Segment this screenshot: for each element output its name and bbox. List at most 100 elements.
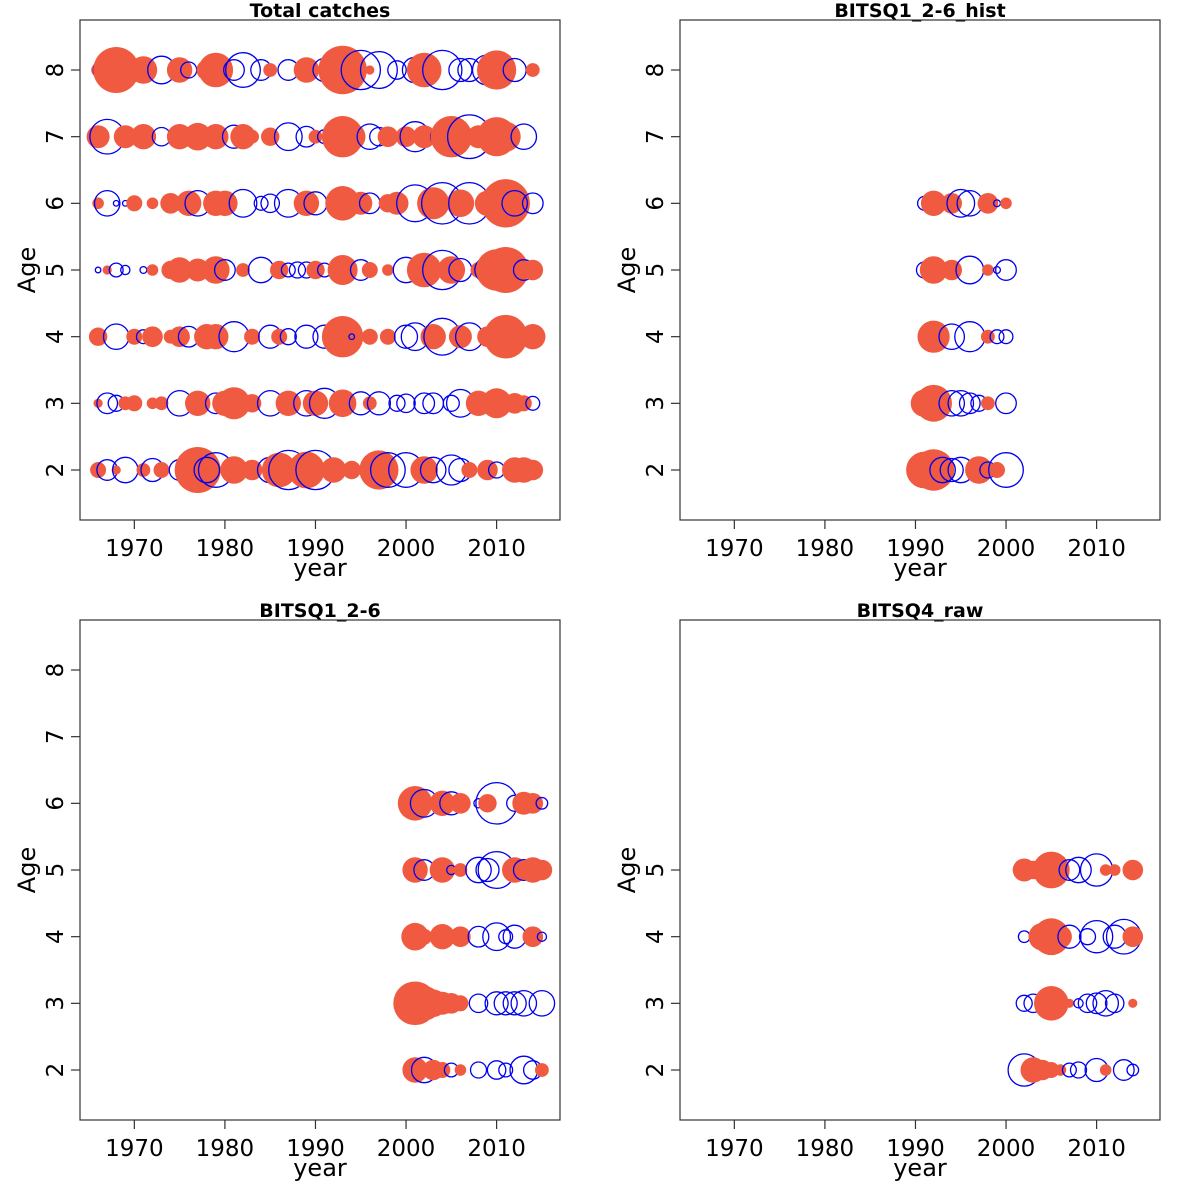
bubble-negative [112,199,120,207]
bubble-positive [429,857,455,883]
bubble-positive [941,193,962,214]
bubble-negative [938,323,966,351]
bubble-negative [498,1062,514,1078]
bubble-negative [989,329,1005,345]
x-tick-label: 2000 [977,1136,1036,1162]
bubble-negative [280,262,296,278]
y-tick-label: 8 [43,63,69,78]
y-tick-label: 2 [643,463,669,478]
bubble-negative [1017,930,1031,944]
y-tick-label: 3 [43,396,69,411]
panel-total-catches: Total catches 1970 1980 1990 2000 2010 2 3 4 5 6 7 8… [13,0,561,582]
bubble-negative [486,1060,507,1080]
bubble-positive [1099,864,1112,876]
bubble-positive [203,124,229,150]
bubble-negative [465,856,492,884]
bubble-positive [88,327,108,346]
y-tick-label: 6 [43,796,69,811]
x-tick-label: 1980 [196,536,255,562]
bubble-negative [468,993,489,1014]
bubble-negative [419,456,447,484]
y-tick-label: 2 [643,1063,669,1078]
bubble-series [86,45,546,493]
bubble-negative [413,392,436,415]
bubble-positive [241,459,263,481]
bubble-negative [995,259,1017,281]
bubble-positive [176,190,202,216]
bubble-negative [1015,994,1033,1012]
bubble-positive [217,387,251,420]
bubble-positive [406,52,442,88]
bubble-positive [325,186,360,221]
bubble-positive [153,462,170,478]
bubble-negative [998,329,1014,345]
y-tick-label: 7 [43,729,69,744]
bubble-positive [203,324,229,350]
bubble-positive [288,451,325,489]
bubble-positive [111,465,121,475]
y-tick-label: 8 [43,663,69,678]
bubble-positive [183,122,212,151]
bubble-negative [96,392,119,415]
bubble-positive [220,456,248,484]
bubble-positive [965,456,993,484]
bubble-positive [520,324,546,350]
x-tick-label: 1990 [286,1136,345,1162]
bubble-positive [522,793,544,814]
bubble-positive [429,790,455,816]
y-tick-label: 2 [43,463,69,478]
x-tick-label: 1980 [796,536,855,562]
bubble-negative [1126,1063,1140,1077]
bubble-negative [369,452,406,488]
bubble-positive [126,395,143,412]
bubble-positive [230,124,256,150]
bubble-positive [522,259,544,281]
bubble-positive [450,926,471,947]
bubble-positive [1064,998,1074,1008]
y-tick-label: 3 [43,996,69,1011]
x-axis-title: year [293,1154,347,1182]
x-tick-label: 1980 [196,1136,255,1162]
bubble-positive [531,859,553,881]
bubble-negative [139,265,148,275]
bubble-negative [502,991,527,1016]
x-tick-label: 2010 [1067,536,1126,562]
bubble-positive [454,1064,467,1076]
bubble-positive [318,45,367,95]
y-tick-label: 7 [43,129,69,144]
bubble-positive [912,449,955,491]
bubble-positive [377,126,399,147]
y-axis-title: Age [613,847,641,893]
bubble-negative [995,392,1017,415]
y-tick-label: 6 [643,196,669,211]
panel-title: BITSQ1_2-6 [259,600,380,622]
bubble-negative [223,59,245,81]
bubble-positive [146,197,159,210]
bubble-negative [535,796,549,810]
bubble-negative [988,452,1024,488]
bubble-negative [294,324,319,349]
bubble-positive [146,264,159,276]
bubble-positive [919,256,948,284]
bubble-negative [366,391,392,416]
y-tick-label: 4 [43,929,69,944]
bubble-negative [1069,1061,1088,1079]
bubble-positive [130,124,157,150]
y-tick-label: 5 [643,863,669,878]
bubble-positive [982,264,994,276]
bubble-positive [302,390,329,416]
bubble-positive [382,264,394,276]
bubble-negative [396,393,416,414]
bubble-series [906,188,1024,491]
bubble-negative [359,50,398,90]
bubble-negative [225,52,261,88]
bubble-positive [185,390,211,416]
bubble-positive [361,262,378,278]
panel-bitsq4-raw: BITSQ4_raw 1970 1980 1990 2000 2010 2 3 4 5 year Ag… [613,600,1161,1182]
bubble-negative [1112,1059,1135,1081]
y-tick-label: 5 [43,863,69,878]
y-tick-label: 4 [643,329,669,344]
bubble-positive [93,47,140,93]
bubble-negative [992,265,1002,275]
